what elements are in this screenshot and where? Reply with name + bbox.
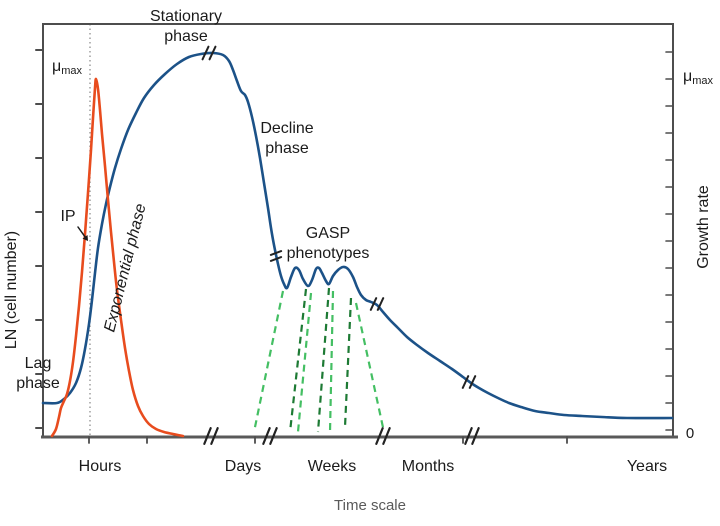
- x-axis-title: Time scale: [334, 497, 406, 514]
- lag-phase-label: Lag phase: [16, 355, 60, 392]
- stationary-phase-label: Stationary phase: [149, 8, 223, 45]
- right-axis-zero-label: 0: [685, 425, 695, 442]
- x-tick-hours: Hours: [78, 458, 122, 475]
- mu-max-right-label: μmax: [683, 68, 713, 87]
- mu-max-left-label: μmax: [52, 58, 82, 77]
- x-tick-months: Months: [401, 458, 455, 475]
- x-tick-years: Years: [626, 458, 668, 475]
- gasp-phenotypes-label: GASP phenotypes: [286, 225, 370, 262]
- right-y-axis-label: Growth rate: [695, 185, 712, 269]
- x-tick-weeks: Weeks: [307, 458, 357, 475]
- inflection-point-label: IP: [60, 208, 76, 225]
- decline-phase-label: Decline phase: [260, 120, 314, 157]
- left-y-axis-label: LN (cell number): [3, 230, 20, 350]
- x-tick-days: Days: [224, 458, 262, 475]
